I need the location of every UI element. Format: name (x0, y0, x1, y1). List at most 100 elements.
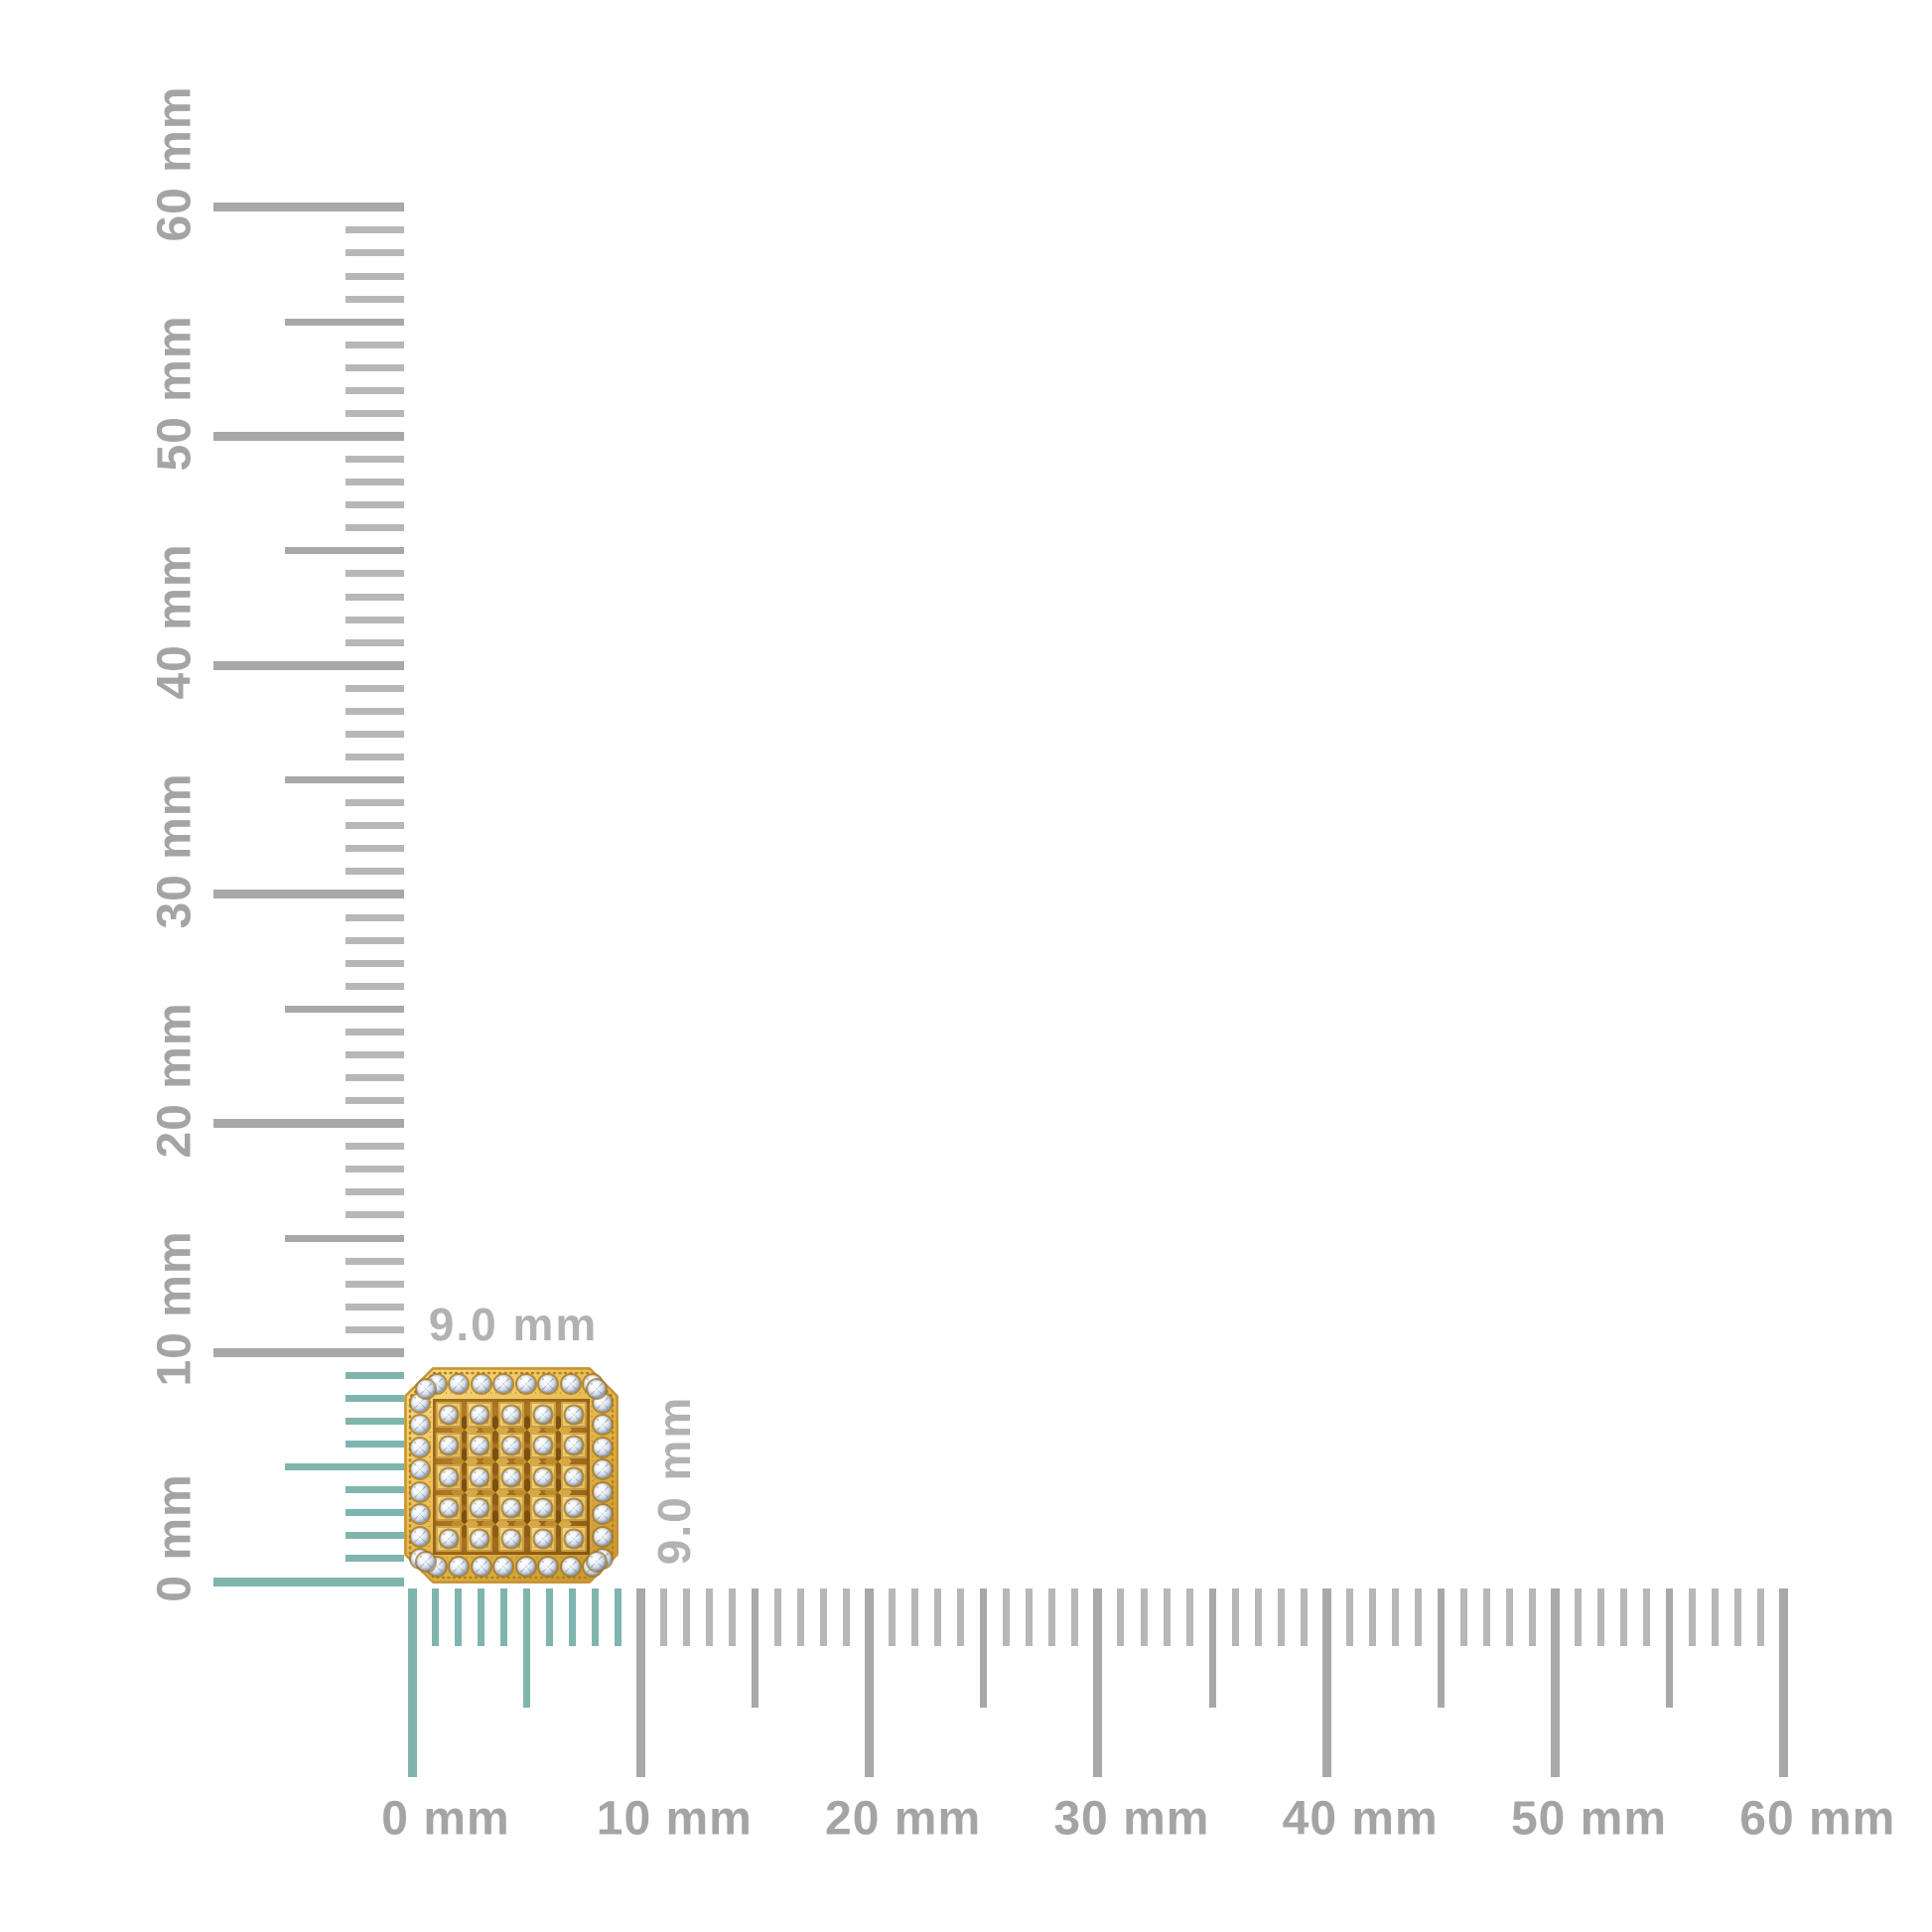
horizontal-ruler-tick (1093, 1588, 1103, 1777)
pave-diamond (565, 1406, 583, 1424)
vertical-ruler-tick (345, 1441, 404, 1449)
horizontal-ruler-tick (1757, 1588, 1765, 1646)
vertical-ruler-label: 30 mm (148, 772, 202, 929)
horizontal-ruler-tick (1779, 1588, 1789, 1777)
horizontal-ruler-label: 30 mm (1053, 1792, 1210, 1846)
vertical-ruler-tick (213, 890, 404, 899)
vertical-ruler-tick (345, 226, 404, 234)
vertical-ruler-tick (345, 1097, 404, 1104)
horizontal-ruler-tick (1117, 1588, 1125, 1646)
pave-diamond (534, 1530, 552, 1548)
pave-diamond (471, 1468, 488, 1485)
vertical-ruler-tick (345, 730, 404, 738)
vertical-ruler-tick (345, 1555, 404, 1563)
horizontal-ruler-label: 40 mm (1282, 1792, 1439, 1846)
horizontal-ruler-label: 50 mm (1510, 1792, 1668, 1846)
horizontal-ruler-tick (1368, 1588, 1376, 1646)
vertical-ruler-tick (345, 456, 404, 464)
halo-diamond (539, 1375, 558, 1393)
horizontal-ruler-tick (980, 1588, 988, 1708)
vertical-ruler-tick (345, 913, 404, 921)
horizontal-ruler-tick (1048, 1588, 1056, 1646)
horizontal-ruler-tick (1643, 1588, 1651, 1646)
horizontal-ruler-tick (934, 1588, 942, 1646)
halo-diamond (417, 1380, 435, 1398)
horizontal-ruler-label: 60 mm (1739, 1792, 1896, 1846)
horizontal-ruler-tick (957, 1588, 965, 1646)
halo-diamond (516, 1558, 535, 1576)
horizontal-ruler-tick (1529, 1588, 1536, 1646)
pave-diamond (471, 1499, 488, 1517)
horizontal-ruler-tick (522, 1588, 530, 1708)
halo-diamond (450, 1558, 469, 1576)
vertical-ruler-tick (213, 432, 404, 441)
horizontal-ruler-tick (499, 1588, 507, 1646)
vertical-ruler-tick (285, 1005, 404, 1013)
vertical-ruler-tick (345, 1188, 404, 1196)
vertical-ruler-tick (345, 822, 404, 830)
horizontal-ruler-tick (889, 1588, 897, 1646)
horizontal-ruler-tick (682, 1588, 690, 1646)
halo-diamond (588, 1553, 606, 1571)
horizontal-ruler-tick (1734, 1588, 1742, 1646)
halo-diamond (594, 1394, 612, 1412)
halo-diamond (594, 1416, 612, 1435)
vertical-ruler-tick (285, 776, 404, 783)
vertical-ruler-label: 40 mm (148, 543, 202, 700)
vertical-ruler-tick (345, 1418, 404, 1425)
horizontal-ruler-tick (1551, 1588, 1560, 1777)
vertical-ruler-tick (345, 845, 404, 853)
halo-diamond (516, 1375, 535, 1393)
horizontal-ruler-tick (774, 1588, 781, 1646)
pave-diamond (471, 1437, 488, 1454)
halo-diamond (594, 1438, 612, 1456)
vertical-ruler-tick (345, 1303, 404, 1311)
vertical-ruler-tick (345, 593, 404, 601)
vertical-ruler-label: 0 mm (148, 1473, 202, 1602)
pave-diamond (565, 1530, 583, 1548)
vertical-ruler-tick (285, 318, 404, 326)
horizontal-ruler-tick (1391, 1588, 1399, 1646)
vertical-ruler-tick (345, 1280, 404, 1288)
horizontal-ruler-label: 0 mm (381, 1792, 510, 1846)
pave-diamond (565, 1437, 583, 1454)
vertical-ruler-tick (345, 684, 404, 692)
height-dimension-label: 9.0 mm (648, 1395, 700, 1566)
vertical-ruler-tick (213, 1119, 404, 1129)
pave-diamond (440, 1499, 458, 1517)
horizontal-ruler-tick (1231, 1588, 1239, 1646)
vertical-ruler-tick (345, 1371, 404, 1379)
vertical-ruler-tick (285, 547, 404, 555)
horizontal-ruler-tick (1185, 1588, 1193, 1646)
halo-diamond (539, 1558, 558, 1576)
pave-diamond (471, 1530, 488, 1548)
pave-diamond (534, 1437, 552, 1454)
halo-diamond (472, 1558, 490, 1576)
vertical-ruler-label: 10 mm (148, 1230, 202, 1387)
pave-diamond (502, 1530, 520, 1548)
horizontal-ruler-tick (591, 1588, 599, 1646)
pave-diamond (502, 1499, 520, 1517)
halo-diamond (411, 1505, 429, 1524)
vertical-ruler-tick (345, 982, 404, 990)
horizontal-ruler-tick (454, 1588, 462, 1646)
horizontal-ruler-label: 10 mm (596, 1792, 753, 1846)
vertical-ruler-tick (345, 707, 404, 715)
horizontal-ruler-tick (911, 1588, 919, 1646)
horizontal-ruler-tick (1254, 1588, 1262, 1646)
vertical-ruler-tick (345, 1394, 404, 1402)
horizontal-ruler-tick (843, 1588, 851, 1646)
pave-diamond (565, 1499, 583, 1517)
vertical-ruler-tick (345, 754, 404, 760)
vertical-ruler-tick (345, 1050, 404, 1058)
halo-diamond (594, 1527, 612, 1546)
horizontal-ruler-tick (1620, 1588, 1628, 1646)
horizontal-ruler-tick (1689, 1588, 1697, 1646)
horizontal-ruler-tick (728, 1588, 736, 1646)
vertical-ruler-tick (213, 203, 404, 212)
horizontal-ruler-tick (1437, 1588, 1445, 1708)
horizontal-ruler-tick (659, 1588, 667, 1646)
vertical-ruler-tick (345, 341, 404, 348)
vertical-ruler-tick (345, 1074, 404, 1081)
horizontal-ruler-tick (1003, 1588, 1011, 1646)
